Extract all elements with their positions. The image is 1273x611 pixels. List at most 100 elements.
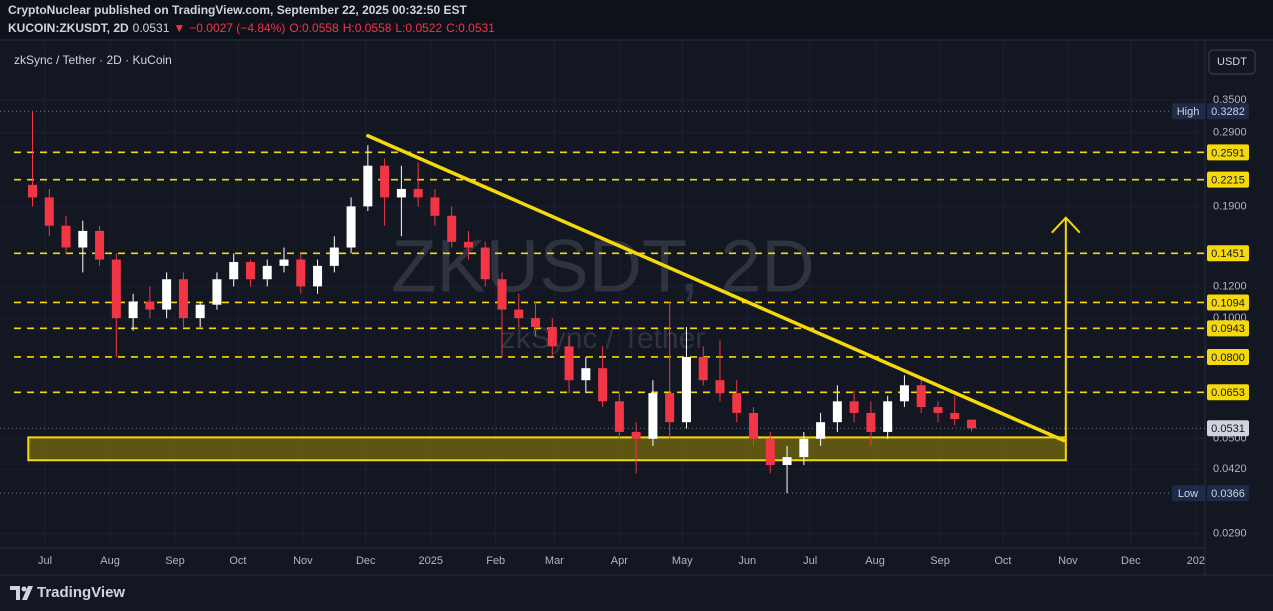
candle-body (816, 422, 826, 439)
candle-body (883, 401, 893, 432)
header-bar (0, 0, 1273, 40)
level-label-box (1207, 245, 1249, 262)
candle-body (447, 215, 457, 242)
candle-body (933, 407, 943, 413)
candle-body (698, 356, 708, 381)
level-label: 0.0653 (1211, 387, 1245, 399)
level-label: 0.1094 (1211, 297, 1245, 309)
candle-body (111, 259, 121, 319)
candle-body (279, 259, 289, 266)
x-tick-label: Aug (865, 555, 885, 567)
candle-body (598, 368, 608, 402)
last-price-box (1207, 420, 1249, 437)
candle-body (413, 188, 423, 198)
candle-body (732, 393, 742, 413)
level-label: 0.0800 (1211, 352, 1245, 364)
candle-body (363, 165, 373, 207)
candle-body (346, 206, 356, 248)
candle-body (229, 262, 239, 280)
candle-body (380, 165, 390, 198)
marker-value-box (1207, 485, 1249, 502)
marker-value: 0.3282 (1211, 106, 1245, 118)
candle-body (631, 431, 641, 439)
x-tick-label: Jun (738, 555, 756, 567)
candle-body (514, 309, 524, 319)
level-label-box (1207, 320, 1249, 337)
header-high: H:0.0558 (343, 21, 392, 35)
support-zone (27, 436, 1067, 462)
x-tick-label: Oct (994, 555, 1011, 567)
chart-title: zkSync / Tether · 2D · KuCoin (14, 53, 172, 67)
candle-body (95, 230, 105, 260)
candle-body (614, 401, 624, 432)
candle-body (497, 279, 507, 310)
marker-value-box (1207, 103, 1249, 120)
currency-label[interactable]: USDT (1217, 56, 1247, 68)
candle-body (765, 438, 775, 466)
level-label-box (1207, 144, 1249, 161)
y-tick-label: 0.0290 (1213, 528, 1247, 540)
candle-body (195, 304, 205, 319)
candle-body (866, 412, 876, 432)
x-tick-label: Mar (545, 555, 564, 567)
level-label-box (1207, 171, 1249, 188)
candle-body (715, 380, 725, 394)
candle-body (212, 279, 222, 305)
x-tick-label: Sep (930, 555, 950, 567)
header-open: O:0.0558 (289, 21, 339, 35)
candle-body (648, 393, 658, 439)
candle-body (262, 265, 272, 280)
candle-body (463, 241, 473, 248)
trendline (366, 134, 1066, 443)
currency-button[interactable] (1208, 49, 1256, 75)
candle-body (564, 346, 574, 381)
x-tick-label: May (672, 555, 693, 567)
level-label-box (1207, 348, 1249, 365)
candle-body (581, 368, 591, 381)
candle-body (681, 356, 691, 423)
candle-body (480, 247, 490, 280)
y-tick-label: 0.2900 (1213, 127, 1247, 139)
header-low: L:0.0522 (395, 21, 442, 35)
y-tick-label: 0.1200 (1213, 280, 1247, 292)
candle-body (296, 259, 306, 287)
header-close: C:0.0531 (446, 21, 495, 35)
candle-body (899, 385, 909, 402)
y-tick-label: 0.1900 (1213, 200, 1247, 212)
marker-name: High (1177, 106, 1200, 118)
candle-body (799, 438, 809, 458)
level-label: 0.2591 (1211, 147, 1245, 159)
x-tick-label: Jul (38, 555, 52, 567)
candle-body (547, 327, 557, 347)
candle-body (145, 301, 155, 310)
level-label-box (1207, 384, 1249, 401)
candle-body (782, 457, 792, 466)
marker-value: 0.0366 (1211, 488, 1245, 500)
candle-body (665, 393, 675, 423)
footer-bar (0, 575, 1273, 611)
candle-body (832, 401, 842, 423)
candle-body (178, 279, 188, 319)
candle-body (749, 412, 759, 439)
candle-body (950, 412, 960, 420)
x-tick-label: Sep (165, 555, 185, 567)
candle-body (430, 197, 440, 216)
header-change: −0.0027 (−4.84%) (189, 21, 285, 35)
candle-body (78, 230, 88, 248)
header-last: 0.0531 (133, 21, 170, 35)
header-symbol: KUCOIN:ZKUSDT, 2D (8, 21, 129, 35)
level-label: 0.1451 (1211, 248, 1245, 260)
candle-body (313, 265, 323, 287)
candle-body (61, 225, 71, 248)
x-tick-label: Feb (486, 555, 505, 567)
candle-body (396, 188, 406, 198)
candle-body (27, 184, 37, 198)
x-tick-label: Jul (803, 555, 817, 567)
marker-name-box (1172, 103, 1205, 120)
level-label: 0.2215 (1211, 175, 1245, 187)
x-tick-label: 2025 (418, 555, 442, 567)
x-tick-label: Oct (229, 555, 246, 567)
x-tick-label: Aug (100, 555, 120, 567)
